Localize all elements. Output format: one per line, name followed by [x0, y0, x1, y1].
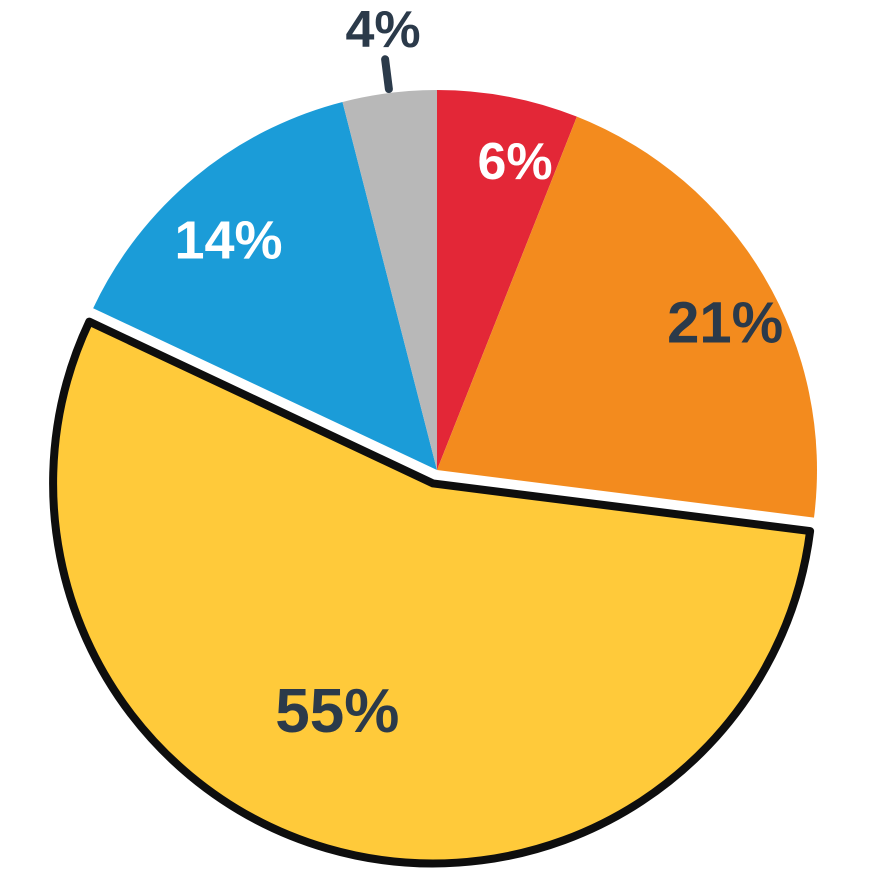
- leader-line: [385, 59, 389, 89]
- pie-chart: 6% 21% 55% 14% 4%: [0, 0, 874, 880]
- slice-label: 55%: [275, 677, 399, 746]
- slice-label: 6%: [478, 133, 553, 191]
- slice-label: 14%: [174, 211, 282, 271]
- slice-label: 21%: [667, 291, 783, 356]
- slice-label: 4%: [346, 1, 421, 59]
